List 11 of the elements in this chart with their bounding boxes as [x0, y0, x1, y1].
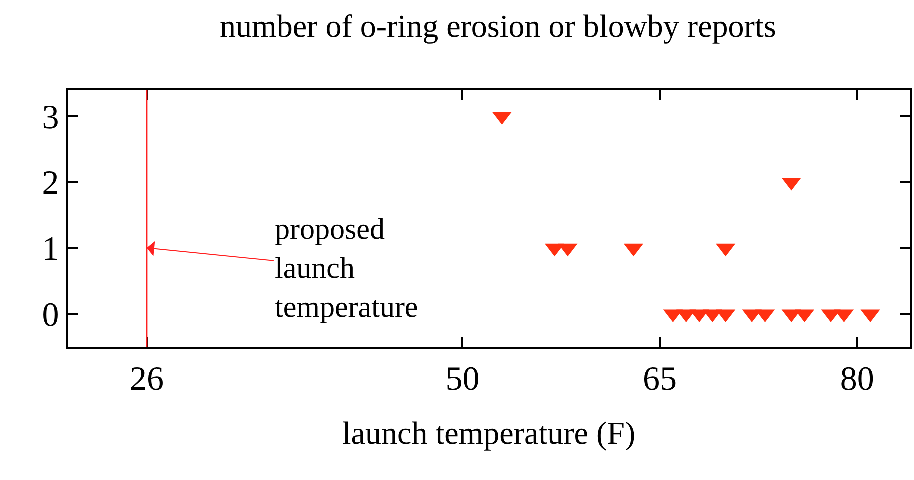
x-tick-label: 50 [446, 360, 480, 398]
x-tick-label: 65 [643, 360, 678, 398]
y-tick-label: 3 [42, 99, 60, 136]
chart-title: number of o-ring erosion or blowby reports [220, 8, 776, 44]
y-tick-label: 1 [42, 231, 60, 268]
y-tick-label: 2 [42, 165, 60, 202]
annotation: proposed launch temperature [275, 213, 418, 324]
y-tick-label: 0 [42, 296, 60, 334]
x-axis-title: launch temperature (F) [342, 415, 636, 452]
x-tick-label: 26 [130, 360, 164, 398]
x-tick-label: 80 [840, 360, 874, 398]
